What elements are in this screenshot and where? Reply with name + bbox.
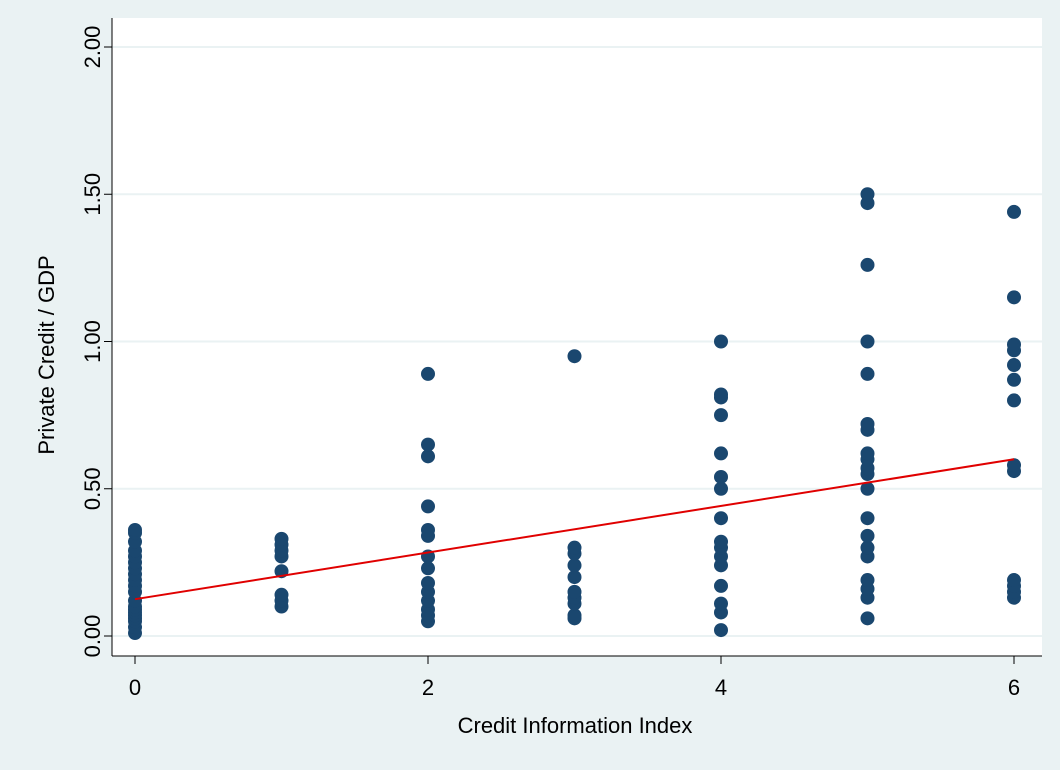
data-point	[860, 257, 875, 272]
data-point	[714, 481, 728, 496]
data-point	[421, 575, 435, 590]
data-point	[860, 416, 875, 431]
data-point	[714, 469, 728, 484]
data-point	[1007, 358, 1021, 373]
data-point	[421, 561, 435, 576]
x-axis-title: Credit Information Index	[458, 713, 693, 738]
data-point	[1007, 337, 1021, 352]
data-point	[714, 511, 728, 526]
x-tick-label: 6	[1008, 675, 1020, 700]
data-point	[1007, 372, 1021, 387]
data-point	[421, 499, 435, 514]
data-point	[860, 187, 875, 202]
y-tick-label: 1.00	[80, 320, 105, 363]
data-point	[421, 522, 435, 537]
data-point	[714, 623, 728, 638]
data-point	[421, 449, 435, 464]
data-point	[860, 573, 875, 588]
data-point	[860, 446, 875, 461]
data-point	[860, 481, 875, 496]
data-point	[1007, 393, 1021, 408]
data-point	[714, 596, 728, 611]
x-axis-ticks: 0 2 4 6	[129, 656, 1020, 700]
data-point	[567, 570, 582, 585]
fit-line	[134, 458, 1015, 601]
data-point	[714, 408, 728, 423]
data-point	[714, 387, 728, 402]
data-point	[1007, 573, 1021, 588]
y-tick-label: 0.00	[80, 615, 105, 658]
x-tick-label: 2	[422, 675, 434, 700]
data-point	[860, 334, 875, 349]
x-tick-label: 0	[129, 675, 141, 700]
data-point	[860, 611, 875, 626]
data-point	[714, 534, 728, 549]
x-tick-label: 4	[715, 675, 727, 700]
data-point	[714, 446, 728, 461]
fit-line-group	[134, 458, 1015, 601]
data-point	[860, 511, 875, 526]
data-point	[860, 366, 875, 381]
data-point	[567, 558, 582, 573]
y-tick-label: 2.00	[80, 26, 105, 69]
data-point	[714, 578, 728, 593]
data-point	[421, 366, 435, 381]
data-point	[714, 334, 728, 349]
y-tick-label: 1.50	[80, 173, 105, 216]
grid-lines	[112, 46, 1042, 637]
data-point	[421, 437, 435, 452]
y-axis-title: Private Credit / GDP	[34, 255, 59, 454]
data-point	[567, 584, 582, 599]
data-point	[567, 349, 582, 364]
data-point	[567, 540, 582, 555]
data-point	[1007, 204, 1021, 219]
data-point	[860, 540, 875, 555]
data-point	[1007, 458, 1021, 473]
data-point	[128, 522, 142, 537]
data-points	[128, 187, 1021, 641]
data-point	[274, 587, 289, 602]
y-axis-ticks: 0.00 0.50 1.00 1.50 2.00	[80, 26, 112, 658]
y-tick-label: 0.50	[80, 467, 105, 510]
data-point	[1007, 290, 1021, 305]
data-point	[860, 528, 875, 543]
data-point	[567, 608, 582, 623]
data-point	[274, 531, 289, 546]
